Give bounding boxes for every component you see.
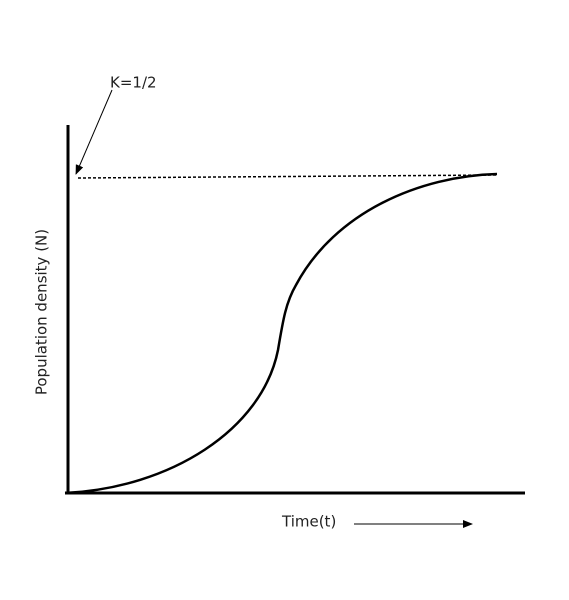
carrying-capacity-line: [77, 174, 498, 179]
label-pointer: [75, 89, 113, 175]
k-label: K=1/2: [110, 74, 157, 92]
x-axis-label: Time(t): [281, 513, 336, 531]
y-axis-label: Population density (N): [33, 229, 51, 395]
growth-curve: [64, 172, 498, 495]
